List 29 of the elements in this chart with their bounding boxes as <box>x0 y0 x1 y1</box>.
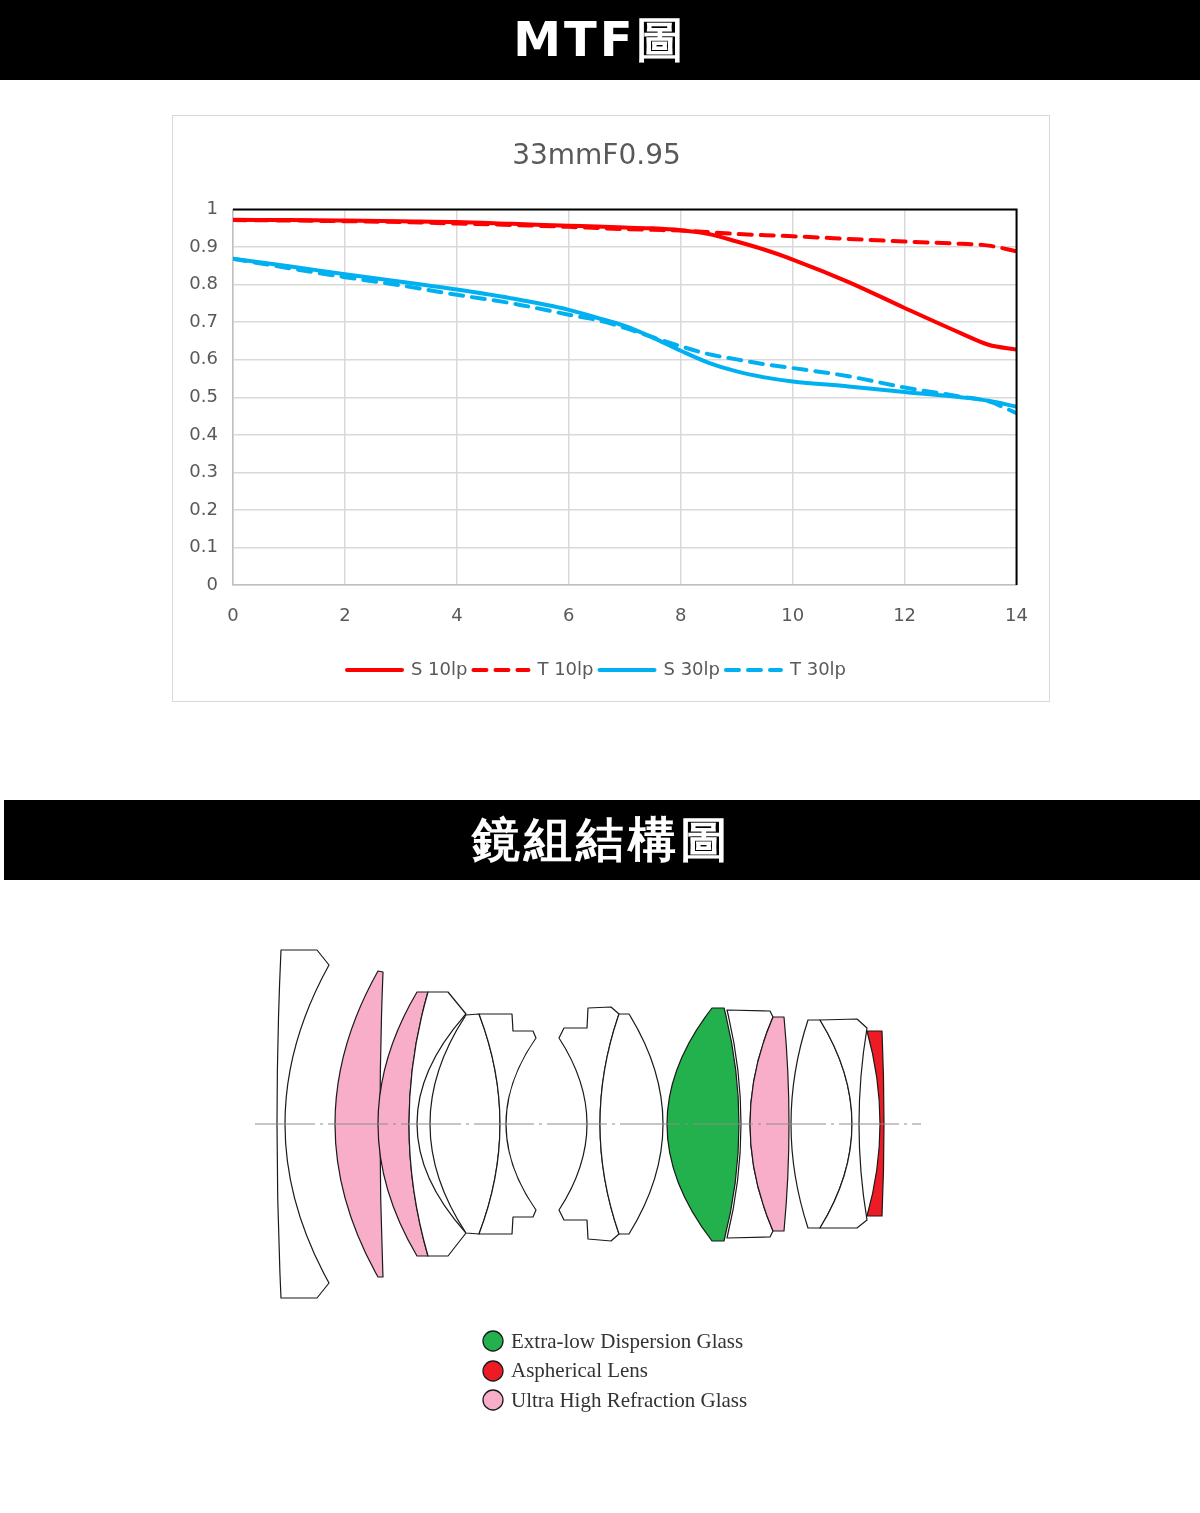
y-tick-label: 0.2 <box>189 497 218 519</box>
chart-title: MTF圖 <box>513 10 687 69</box>
text: Extra-low Dispersion Glass <box>511 1328 744 1354</box>
y-tick-label: 0.5 <box>189 384 218 406</box>
y-tick-label: 0.1 <box>189 535 218 557</box>
y-tick-label: 0.6 <box>189 347 218 369</box>
text: Ultra High Refraction Glass <box>511 1387 748 1413</box>
legend-label: T 30lp <box>788 657 847 679</box>
legend-label: S 30lp <box>663 657 720 679</box>
y-tick-label: 0.7 <box>189 309 218 331</box>
y-tick-label: 1 <box>206 197 218 219</box>
y-tick-label: 0.4 <box>189 422 218 444</box>
y-tick-label: 0.8 <box>189 272 218 294</box>
x-tick-label: 6 <box>563 604 575 626</box>
chart-subtitle: 33mmF0.95 <box>512 138 681 172</box>
x-tick-label: 14 <box>1005 604 1028 626</box>
legend-label: T 10lp <box>536 657 594 679</box>
legend-label: S 10lp <box>410 657 468 679</box>
text: Aspherical Lens <box>511 1358 649 1383</box>
text: 鏡組結構圖 <box>472 810 732 869</box>
x-tick-label: 0 <box>227 604 239 626</box>
x-tick-label: 12 <box>893 604 917 626</box>
y-tick-label: 0.9 <box>189 234 218 256</box>
y-tick-label: 0.3 <box>189 460 218 482</box>
x-tick-label: 10 <box>781 604 805 626</box>
x-tick-label: 8 <box>675 604 687 626</box>
x-tick-label: 2 <box>339 604 351 626</box>
y-tick-label: 0 <box>206 572 218 594</box>
x-tick-label: 4 <box>451 604 463 626</box>
